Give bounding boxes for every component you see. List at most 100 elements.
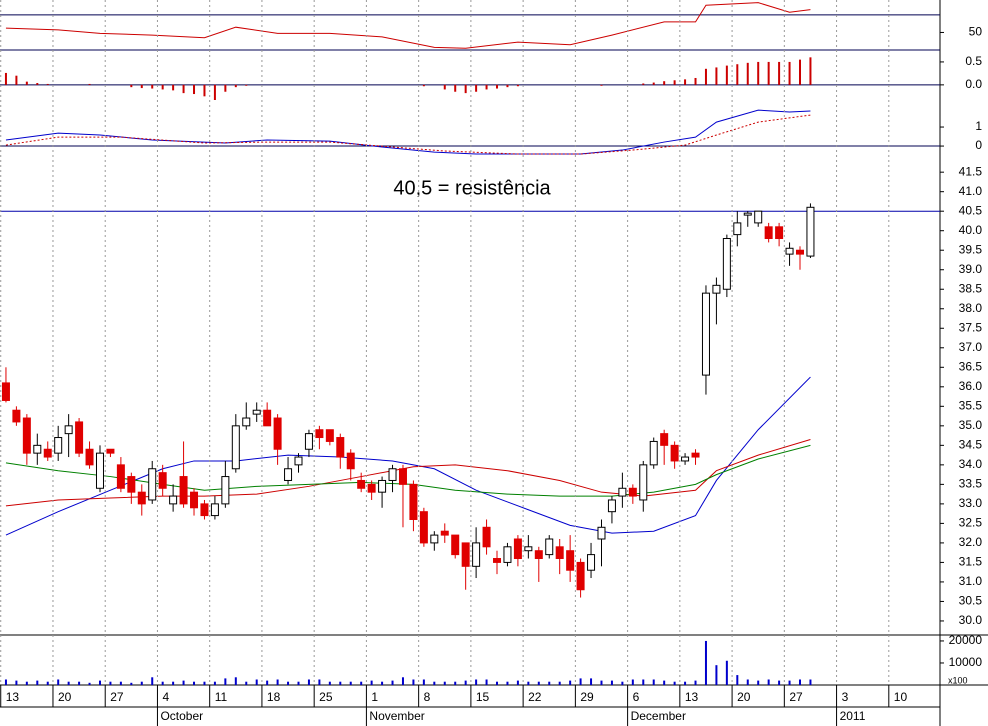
- bar: [704, 68, 707, 85]
- x-tick-label: 11: [215, 690, 228, 704]
- candle-body: [409, 483, 418, 520]
- bar: [798, 59, 801, 85]
- bar: [663, 680, 666, 685]
- candle-body: [649, 440, 658, 466]
- bar: [15, 680, 18, 685]
- bar: [224, 678, 227, 685]
- x-tick-label: 27: [110, 690, 124, 704]
- bar: [78, 681, 81, 685]
- bar: [203, 84, 206, 97]
- candle-body: [534, 550, 543, 560]
- candle-body: [190, 491, 199, 509]
- bar: [25, 681, 28, 685]
- candle-body: [440, 530, 449, 536]
- bar: [496, 84, 499, 89]
- y-tick-label: 35.5: [959, 398, 983, 412]
- candle-body: [137, 491, 146, 505]
- y-tick-label: 39.5: [959, 242, 983, 256]
- candle-body: [513, 538, 522, 560]
- candle-body: [743, 212, 752, 216]
- bar: [370, 680, 373, 685]
- candle-body: [701, 292, 710, 376]
- bar: [767, 679, 770, 685]
- candle-body: [524, 546, 533, 552]
- bar: [516, 84, 519, 87]
- y-tick-label: 37.0: [959, 340, 983, 354]
- y-tick-label: 34.5: [959, 438, 983, 452]
- candle-body: [284, 468, 293, 481]
- candle-body: [336, 437, 345, 458]
- bar: [506, 681, 509, 685]
- bar: [36, 680, 39, 685]
- y-tick-label: 39.0: [959, 262, 983, 276]
- bar: [788, 61, 791, 85]
- x-tick-label: 6: [633, 690, 640, 704]
- bar: [339, 681, 342, 685]
- candle-body: [294, 456, 303, 466]
- bar: [182, 84, 185, 94]
- x-tick-label: 13: [685, 690, 699, 704]
- bar: [15, 75, 18, 85]
- bar: [172, 84, 175, 91]
- y-tick-label: 36.5: [959, 359, 983, 373]
- bar: [328, 681, 331, 685]
- y-tick-label: 0: [975, 138, 982, 152]
- bar: [213, 84, 216, 100]
- bar: [130, 84, 133, 88]
- candle-body: [75, 421, 84, 454]
- y-tick-label: 41.0: [959, 184, 983, 198]
- bar: [485, 84, 488, 90]
- bar: [652, 679, 655, 685]
- y-tick-label: 38.0: [959, 301, 983, 315]
- x-tick-label: 13: [6, 690, 20, 704]
- candle-body: [545, 538, 554, 556]
- bar: [67, 681, 70, 685]
- bar: [454, 681, 457, 685]
- candle-body: [482, 526, 491, 548]
- bar: [213, 681, 216, 685]
- candle-body: [357, 479, 366, 489]
- bar: [245, 681, 248, 685]
- candle-body: [566, 550, 575, 571]
- candle-body: [785, 247, 794, 255]
- bar: [130, 682, 133, 685]
- bar: [422, 679, 425, 685]
- bar: [809, 57, 812, 85]
- y-tick-label: 31.0: [959, 574, 983, 588]
- y-tick-label: 50: [969, 25, 983, 39]
- candle-body: [764, 226, 773, 240]
- bar: [684, 681, 687, 685]
- y-tick-label: 38.5: [959, 281, 983, 295]
- bar: [778, 61, 781, 85]
- bar: [684, 79, 687, 85]
- bar: [36, 83, 39, 85]
- bar: [809, 679, 812, 685]
- x-tick-label: 8: [424, 690, 431, 704]
- candle-body: [503, 546, 512, 563]
- candle-body: [660, 433, 669, 446]
- candle-body: [304, 433, 313, 450]
- bar: [443, 84, 446, 90]
- bar: [297, 681, 300, 685]
- bar: [579, 678, 582, 685]
- bar: [161, 84, 164, 90]
- bar: [642, 83, 645, 85]
- candle-body: [472, 542, 481, 567]
- bar: [119, 681, 122, 685]
- y-tick-label: 31.5: [959, 555, 983, 569]
- x-tick-label: 10: [894, 690, 908, 704]
- candle-body: [325, 429, 334, 442]
- candle-body: [419, 511, 428, 544]
- candle-body: [722, 238, 731, 290]
- bar: [234, 84, 237, 88]
- y-tick-label: 36.0: [959, 379, 983, 393]
- candle-body: [691, 452, 700, 458]
- candle-body: [252, 409, 261, 415]
- annotation: 40,5 = resistência: [393, 177, 551, 199]
- candle-body: [64, 425, 73, 435]
- x-tick-label: 18: [267, 690, 281, 704]
- bar: [746, 679, 749, 685]
- bar: [454, 84, 457, 92]
- bar: [798, 679, 801, 685]
- bar: [600, 680, 603, 685]
